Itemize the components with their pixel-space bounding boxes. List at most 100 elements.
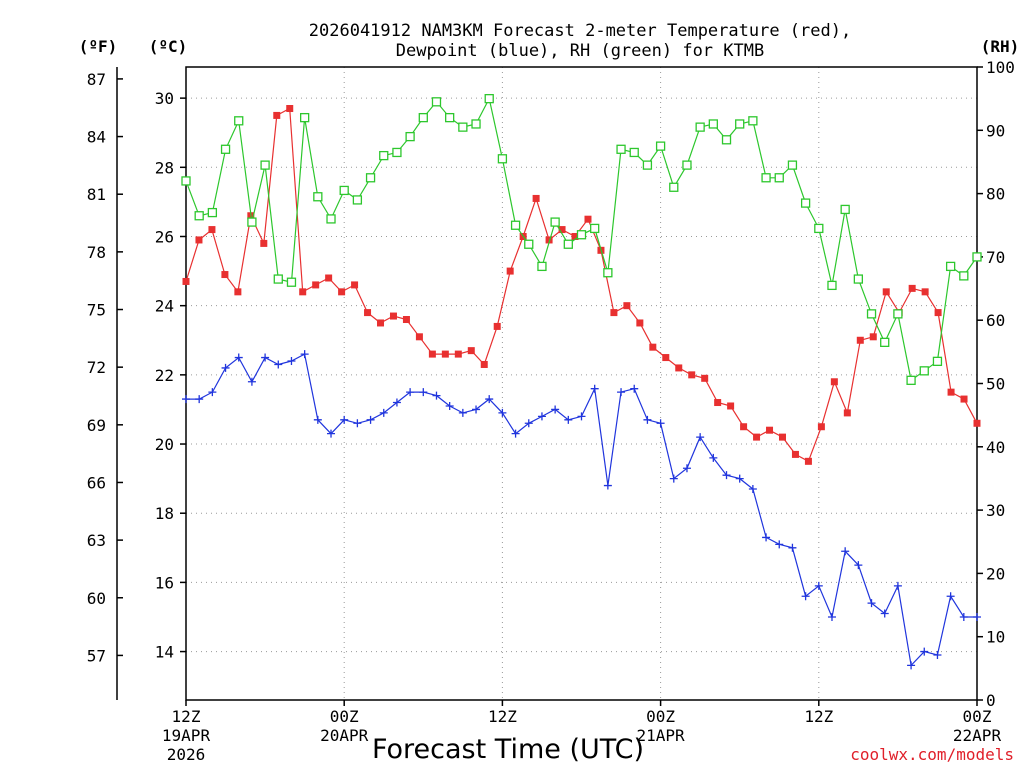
rh-point: [510, 220, 521, 230]
rh-point: [840, 204, 850, 215]
2-meter-temperature-point: [428, 350, 436, 358]
2-meter-temperature-point: [869, 333, 877, 341]
dewpoint-point: [762, 533, 771, 542]
dewpoint-point: [748, 485, 757, 493]
2-meter-temperature-point: [727, 402, 735, 410]
2-meter-temperature-point: [571, 232, 579, 240]
dewpoint-point: [327, 429, 336, 438]
x-axis-title: Forecast Time (UTC): [372, 734, 644, 765]
rh-point: [893, 309, 903, 319]
fahrenheit-tick-label: 72: [87, 358, 106, 377]
series: [181, 94, 982, 670]
rh-point: [234, 116, 244, 126]
2-meter-temperature-point: [688, 371, 696, 379]
rh-point: [682, 160, 692, 170]
rh-point: [695, 122, 705, 132]
2-meter-temperature-point: [934, 309, 942, 317]
rh-point: [299, 112, 310, 123]
dewpoint-point: [234, 353, 243, 362]
2-meter-temperature-point: [506, 267, 514, 275]
rh-point: [326, 214, 336, 224]
x-tick-label: 00Z: [330, 707, 359, 726]
2-meter-temperature-point: [338, 288, 346, 296]
2-meter-temperature-point: [441, 350, 449, 358]
rh-point: [959, 271, 969, 281]
rh-point: [787, 160, 798, 170]
dewpoint-point: [406, 388, 415, 397]
2-meter-temperature-series: [182, 105, 981, 465]
2-meter-temperature-point: [273, 111, 281, 119]
x-tick-label: 20APR: [320, 726, 369, 745]
dewpoint-point: [313, 415, 322, 424]
dewpoint-point: [392, 398, 401, 407]
dewpoint-point: [946, 592, 955, 601]
rh-point: [919, 366, 929, 376]
celsius-tick-label: 20: [155, 435, 174, 454]
rh-point: [880, 337, 890, 348]
rh-point: [181, 176, 191, 186]
dewpoint-point: [485, 395, 494, 404]
dewpoint-point: [300, 350, 309, 359]
2-meter-temperature-point: [221, 271, 229, 279]
rh-point: [603, 268, 613, 278]
dewpoint-point: [432, 391, 441, 400]
rh-point: [972, 252, 982, 262]
2-meter-temperature-point: [532, 194, 540, 202]
chart-title-line1: 2026041912 NAM3KM Forecast 2-meter Tempe…: [309, 21, 851, 41]
dewpoint-point: [959, 612, 968, 621]
dewpoint-point: [814, 581, 823, 590]
2-meter-temperature-point: [947, 388, 955, 396]
rh-point: [313, 192, 323, 202]
dewpoint-point: [472, 405, 481, 414]
celsius-tick-label: 14: [155, 643, 174, 662]
dewpoint-point: [182, 395, 190, 404]
2-meter-temperature-point: [195, 236, 203, 244]
dewpoint-point: [801, 592, 810, 601]
celsius-tick-label: 18: [155, 504, 174, 523]
rh-point: [761, 173, 771, 183]
celsius-tick-label: 30: [155, 89, 174, 108]
2-meter-temperature-point: [843, 409, 851, 417]
dewpoint-point: [221, 363, 230, 372]
2-meter-temperature-point: [467, 347, 475, 355]
dewpoint-point: [867, 599, 876, 608]
dewpoint-point: [261, 353, 270, 362]
fahrenheit-tick-label: 60: [87, 589, 106, 608]
rh-tick-label: 70: [986, 248, 1005, 267]
2-meter-temperature-point: [649, 343, 657, 351]
x-tick-label: 19APR: [162, 726, 211, 745]
rh-point: [655, 141, 666, 151]
rh-point: [458, 122, 468, 132]
rh-tick-label: 80: [986, 185, 1005, 204]
2-meter-temperature-point: [960, 395, 968, 403]
dewpoint-point: [893, 581, 902, 590]
x-tick-label: 12Z: [804, 707, 833, 726]
2-meter-temperature-point: [584, 215, 592, 223]
rh-tick-label: 100: [986, 58, 1015, 77]
dewpoint-series: [182, 350, 981, 670]
2-meter-temperature-line: [185, 107, 978, 463]
dewpoint-point: [880, 609, 889, 618]
2-meter-temperature-point: [973, 419, 981, 427]
dewpoint-point: [498, 408, 507, 417]
dewpoint-point: [524, 419, 533, 428]
rh-point: [418, 112, 428, 123]
2-meter-temperature-point: [454, 350, 462, 358]
dewpoint-point: [340, 415, 349, 424]
2-meter-temperature-point: [753, 433, 761, 441]
rh-point: [590, 223, 600, 234]
dewpoint-point: [511, 429, 520, 438]
x-tick-label: 21APR: [637, 726, 686, 745]
fahrenheit-tick-label: 63: [87, 531, 106, 550]
2-meter-temperature-point: [778, 433, 786, 441]
2-meter-temperature-point: [389, 312, 397, 320]
2-meter-temperature-point: [325, 274, 333, 282]
2-meter-temperature-point: [856, 336, 864, 344]
dewpoint-point: [458, 408, 467, 417]
dewpoint-point: [208, 388, 217, 397]
rh-point: [273, 274, 283, 284]
fahrenheit-tick-label: 87: [87, 70, 106, 89]
rh-point: [576, 230, 587, 240]
rh-point: [392, 147, 402, 158]
